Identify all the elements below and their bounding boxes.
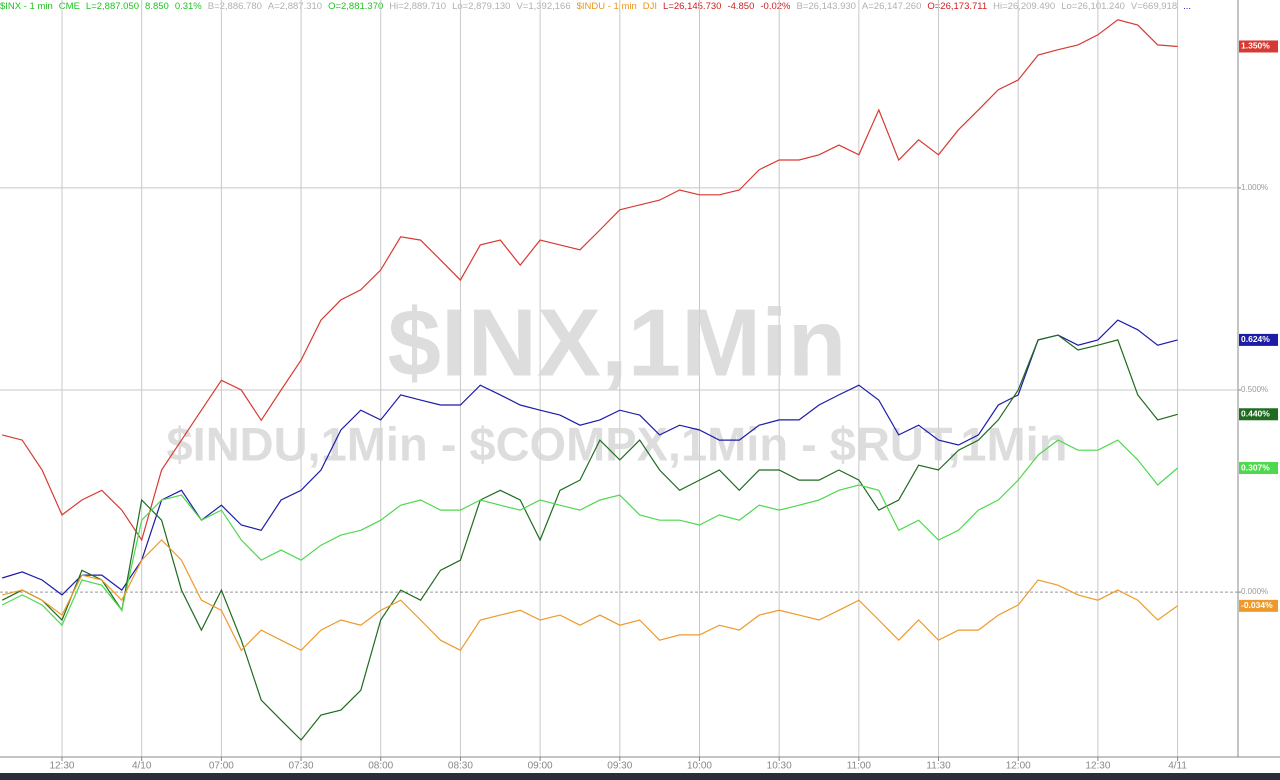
quote-header: $INX - 1 min CME L=2,887.050 8.850 0.31% B=2,… [0, 0, 1197, 13]
x-tick-label: 12:30 [1085, 761, 1110, 772]
x-tick-label: 07:00 [209, 761, 234, 772]
series-line [2, 19, 1178, 542]
quote-field: B=2,886.780 [207, 1, 262, 12]
x-tick-label: 09:00 [528, 761, 553, 772]
x-tick-label: 4/10 [132, 761, 152, 772]
y-tick-label: 1.000% [1241, 183, 1268, 192]
last-value-label: 1.350% [1241, 41, 1270, 51]
series-line [1, 334, 1178, 741]
quote-field: O=2,881.370 [328, 1, 384, 12]
quote-field: 0.31% [174, 1, 202, 12]
quote-field: $INX - 1 min [0, 1, 53, 12]
bottom-bar [0, 773, 1280, 780]
x-tick-label: 12:00 [1006, 761, 1031, 772]
quote-field: B=26,143.930 [796, 1, 856, 12]
quote-field: ... [1183, 1, 1192, 12]
quote-field: 8.850 [145, 1, 169, 12]
quote-field: L=2,887.050 [85, 1, 140, 12]
last-value-label: 0.307% [1241, 462, 1270, 472]
x-tick-label: 12:30 [49, 761, 74, 772]
last-value-label: -0.034% [1241, 600, 1273, 610]
quote-field: V=1,392,166 [516, 1, 571, 12]
x-tick-label: 09:30 [607, 761, 632, 772]
watermark: $INX,1Min [388, 289, 847, 396]
quote-field: L=26,145.730 [663, 1, 722, 12]
last-value-label: 0.440% [1241, 409, 1270, 419]
last-value-badge [1239, 599, 1278, 612]
x-tick-label: 10:00 [687, 761, 712, 772]
x-tick-label: 11:30 [926, 761, 951, 772]
last-value-badge [1239, 333, 1278, 346]
quote-field: Hi=26,209.490 [993, 1, 1056, 12]
quote-field: O=26,173.711 [927, 1, 988, 12]
quote-field: $INDU - 1 min [576, 1, 637, 12]
series-line [2, 539, 1178, 652]
x-tick-label: 08:30 [448, 761, 473, 772]
quote-field: A=26,147.260 [861, 1, 922, 12]
grid [0, 0, 1238, 757]
last-value-badge [1239, 462, 1278, 475]
quote-field: Lo=26,101.240 [1061, 1, 1125, 12]
quote-field: A=2,887.310 [267, 1, 323, 12]
x-tick-label: 08:00 [368, 761, 393, 772]
quote-field: Lo=2,879.130 [452, 1, 511, 12]
x-tick-label: 4/11 [1168, 761, 1187, 772]
quote-field: Hi=2,889.710 [389, 1, 447, 12]
y-tick-label: 0.500% [1241, 385, 1268, 394]
series-line [1, 439, 1178, 627]
quote-field: -4.850 [727, 1, 755, 12]
x-tick-label: 10:30 [767, 761, 792, 772]
watermarks: $INX,1Min $INDU,1Min - $COMPX,1Min - $RU… [167, 289, 1068, 470]
quote-field: DJI [642, 1, 658, 12]
x-tick-label: 11:00 [847, 761, 872, 772]
quote-field: V=669,918 [1130, 1, 1178, 12]
last-value-badge [1239, 40, 1278, 53]
quote-field: CME [58, 1, 80, 12]
last-value-badge [1239, 408, 1278, 421]
watermark-secondary: $INDU,1Min - $COMPX,1Min - $RUT,1Min [167, 417, 1068, 470]
last-value-label: 0.624% [1241, 334, 1270, 344]
quote-field: -0.02% [760, 1, 791, 12]
x-tick-label: 07:30 [289, 761, 314, 772]
y-tick-label: 0.000% [1241, 587, 1268, 596]
